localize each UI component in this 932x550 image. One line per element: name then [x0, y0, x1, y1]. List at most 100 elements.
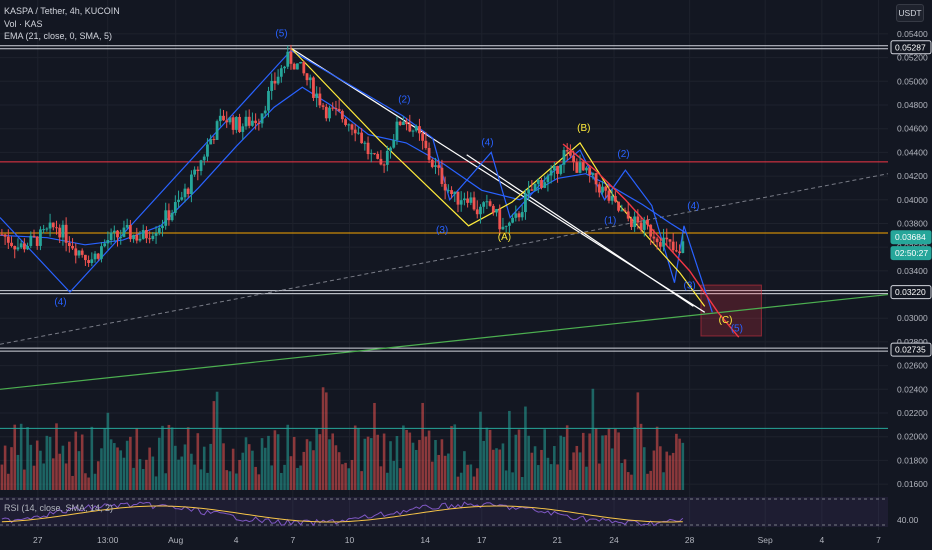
price-tick: 0.04000: [897, 195, 928, 205]
candle-body: [154, 233, 158, 236]
volume-bar: [511, 472, 514, 490]
trendline: [0, 293, 889, 390]
volume-bar: [520, 476, 524, 490]
volume-bar: [29, 444, 33, 490]
volume-bar: [533, 446, 537, 490]
candle-body: [604, 186, 608, 191]
volume-bar: [289, 456, 293, 490]
candle-body: [138, 238, 142, 241]
candle-body: [469, 197, 473, 203]
volume-bar: [620, 463, 624, 490]
volume-bar: [681, 442, 685, 490]
volume-bar: [141, 469, 145, 490]
price-tick: 0.03800: [897, 218, 928, 228]
candle-body: [186, 188, 190, 195]
candle-body: [507, 222, 511, 226]
volume-bar: [585, 466, 588, 490]
volume-bar: [148, 447, 151, 490]
candle-body: [106, 239, 110, 244]
volume-bar: [639, 423, 643, 490]
volume-bar: [530, 452, 534, 490]
symbol-legend[interactable]: KASPA / Tether, 4h, KUCOIN: [4, 6, 120, 16]
candle-body: [369, 153, 373, 155]
volume-bar: [270, 465, 273, 490]
candle-body: [103, 243, 107, 247]
rsi-pane: [0, 497, 888, 527]
candle-body: [267, 90, 270, 111]
candle-body: [132, 234, 135, 240]
volume-bar: [254, 466, 257, 490]
candle-body: [588, 167, 592, 175]
price-tag: [890, 342, 932, 357]
volume-bar: [286, 424, 290, 490]
volume-bar: [453, 424, 457, 490]
candle-body: [289, 51, 293, 64]
horizontal-levels[interactable]: [0, 45, 888, 429]
volume-bar: [244, 437, 248, 490]
volume-bar: [379, 466, 383, 490]
volume-bar: [87, 477, 90, 490]
rsi-tick: 40.00: [897, 515, 919, 525]
volume-bar: [3, 445, 7, 490]
candle-body: [128, 224, 132, 240]
candle-body: [222, 115, 225, 121]
candle-body: [385, 150, 389, 165]
candle-body: [231, 117, 235, 130]
candle-body: [472, 197, 476, 210]
candle-body: [0, 234, 4, 236]
candle-body: [295, 63, 299, 70]
candle-body: [578, 162, 582, 173]
volume-bar: [42, 463, 45, 490]
time-tick: 17: [477, 535, 487, 545]
price-tick: 0.02000: [897, 432, 928, 442]
volume-bar: [135, 428, 139, 490]
candle-body: [19, 243, 23, 248]
time-axis: 27 13:00 Aug 4 7 10 14 17 21 24 28 Sep 4 7: [0, 530, 888, 550]
volume-bar: [376, 434, 379, 490]
volume-bar: [13, 424, 17, 490]
candle-body: [556, 166, 559, 174]
candle-body: [430, 159, 434, 167]
candle-body: [401, 121, 405, 126]
candle-body: [466, 198, 470, 203]
volume-bar: [578, 452, 582, 490]
price-tick: 0.02800: [897, 337, 928, 347]
volume-bar: [68, 441, 71, 490]
volume-bar: [556, 464, 559, 490]
volume-bar: [636, 392, 640, 490]
candle-body: [446, 190, 450, 192]
volume-legend[interactable]: Vol · KAS: [4, 19, 43, 29]
volume-bar: [575, 445, 579, 490]
volume-bar: [543, 429, 547, 490]
candle-body: [405, 121, 408, 125]
volume-bar: [196, 433, 200, 490]
candle-body: [652, 236, 656, 239]
price-tick: 0.04600: [897, 124, 928, 134]
volume-bar: [71, 475, 74, 490]
candle-body: [639, 222, 643, 230]
candle-body: [206, 144, 209, 157]
candle-body: [177, 199, 180, 203]
time-tick: 28: [685, 535, 695, 545]
candle-body: [6, 236, 10, 243]
volume-bar: [382, 433, 386, 490]
candle-body: [357, 132, 360, 134]
volume-bar: [591, 388, 595, 490]
wave-labels: (5)(4)(2)(4)(3)(A)(B)(2)(1)(4)(3)(C)(5): [54, 28, 743, 334]
rsi-band: [0, 497, 888, 527]
rsi-legend[interactable]: RSI (14, close, SMA, 14, 2): [4, 503, 114, 513]
candle-body: [58, 227, 62, 238]
candle-body: [74, 248, 78, 256]
time-tick: 24: [609, 535, 619, 545]
candle-body: [363, 142, 367, 144]
candle-body: [244, 116, 248, 127]
volume-bar: [414, 449, 418, 490]
wave-label: (4): [687, 201, 699, 212]
volume-bar: [93, 473, 97, 490]
ema-legend[interactable]: EMA (21, close, 0, SMA, 5): [4, 31, 113, 41]
candle-body: [389, 147, 392, 151]
currency-button[interactable]: USDT: [896, 4, 924, 22]
volume-bar: [347, 468, 351, 490]
candle-body: [559, 164, 563, 174]
